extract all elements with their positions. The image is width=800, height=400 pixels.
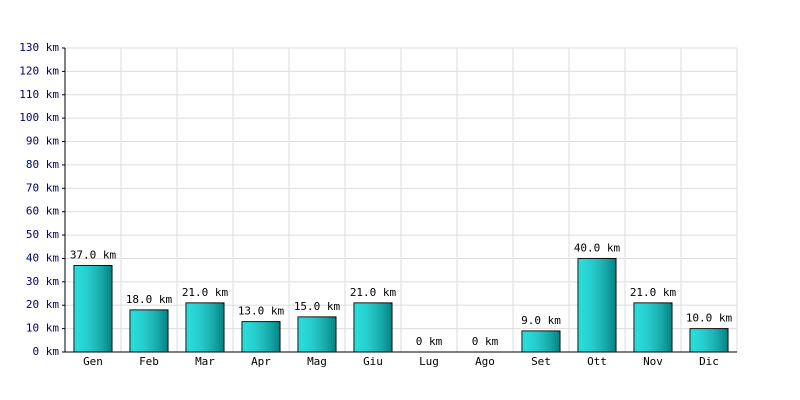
bar-shade: [298, 316, 336, 352]
y-tick-label: 70 km: [26, 181, 59, 194]
x-tick-label: Feb: [139, 355, 159, 368]
x-tick-label: Nov: [643, 355, 663, 368]
y-tick-label: 20 km: [26, 298, 59, 311]
value-label: 13.0 km: [238, 305, 285, 318]
bar-shade: [186, 302, 224, 352]
value-label: 0 km: [472, 335, 499, 348]
x-tick-label: Mar: [195, 355, 215, 368]
value-label: 21.0 km: [350, 286, 397, 299]
value-label: 10.0 km: [686, 312, 733, 325]
value-label: 15.0 km: [294, 300, 341, 313]
y-tick-label: 0 km: [33, 345, 60, 358]
y-tick-label: 80 km: [26, 158, 59, 171]
bar-shade: [522, 330, 560, 352]
x-tick-label: Giu: [363, 355, 383, 368]
y-tick-label: 120 km: [19, 64, 59, 77]
x-tick-label: Apr: [251, 355, 271, 368]
value-label: 21.0 km: [182, 286, 229, 299]
x-tick-label: Ago: [475, 355, 495, 368]
value-label: 21.0 km: [630, 286, 677, 299]
x-tick-label: Ott: [587, 355, 607, 368]
bar-shade: [74, 265, 112, 352]
y-tick-label: 60 km: [26, 205, 59, 218]
y-tick-label: 130 km: [19, 41, 59, 54]
y-tick-label: 30 km: [26, 275, 59, 288]
bar-shade: [354, 302, 392, 352]
value-label: 37.0 km: [70, 248, 117, 261]
value-label: 0 km: [416, 335, 443, 348]
y-tick-label: 90 km: [26, 135, 59, 148]
y-tick-label: 50 km: [26, 228, 59, 241]
value-label: 40.0 km: [574, 241, 621, 254]
y-tick-label: 110 km: [19, 88, 59, 101]
bar-shade: [690, 328, 728, 352]
x-tick-label: Dic: [699, 355, 719, 368]
value-label: 9.0 km: [521, 314, 561, 327]
x-tick-label: Mag: [307, 355, 327, 368]
y-tick-label: 40 km: [26, 251, 59, 264]
y-tick-label: 10 km: [26, 322, 59, 335]
x-tick-label: Set: [531, 355, 551, 368]
bar-shade: [242, 321, 280, 352]
x-tick-label: Lug: [419, 355, 439, 368]
bar-shade: [578, 258, 616, 352]
bar-shade: [130, 309, 168, 352]
value-label: 18.0 km: [126, 293, 173, 306]
bar-shade: [634, 302, 672, 352]
y-tick-label: 100 km: [19, 111, 59, 124]
x-tick-label: Gen: [83, 355, 103, 368]
